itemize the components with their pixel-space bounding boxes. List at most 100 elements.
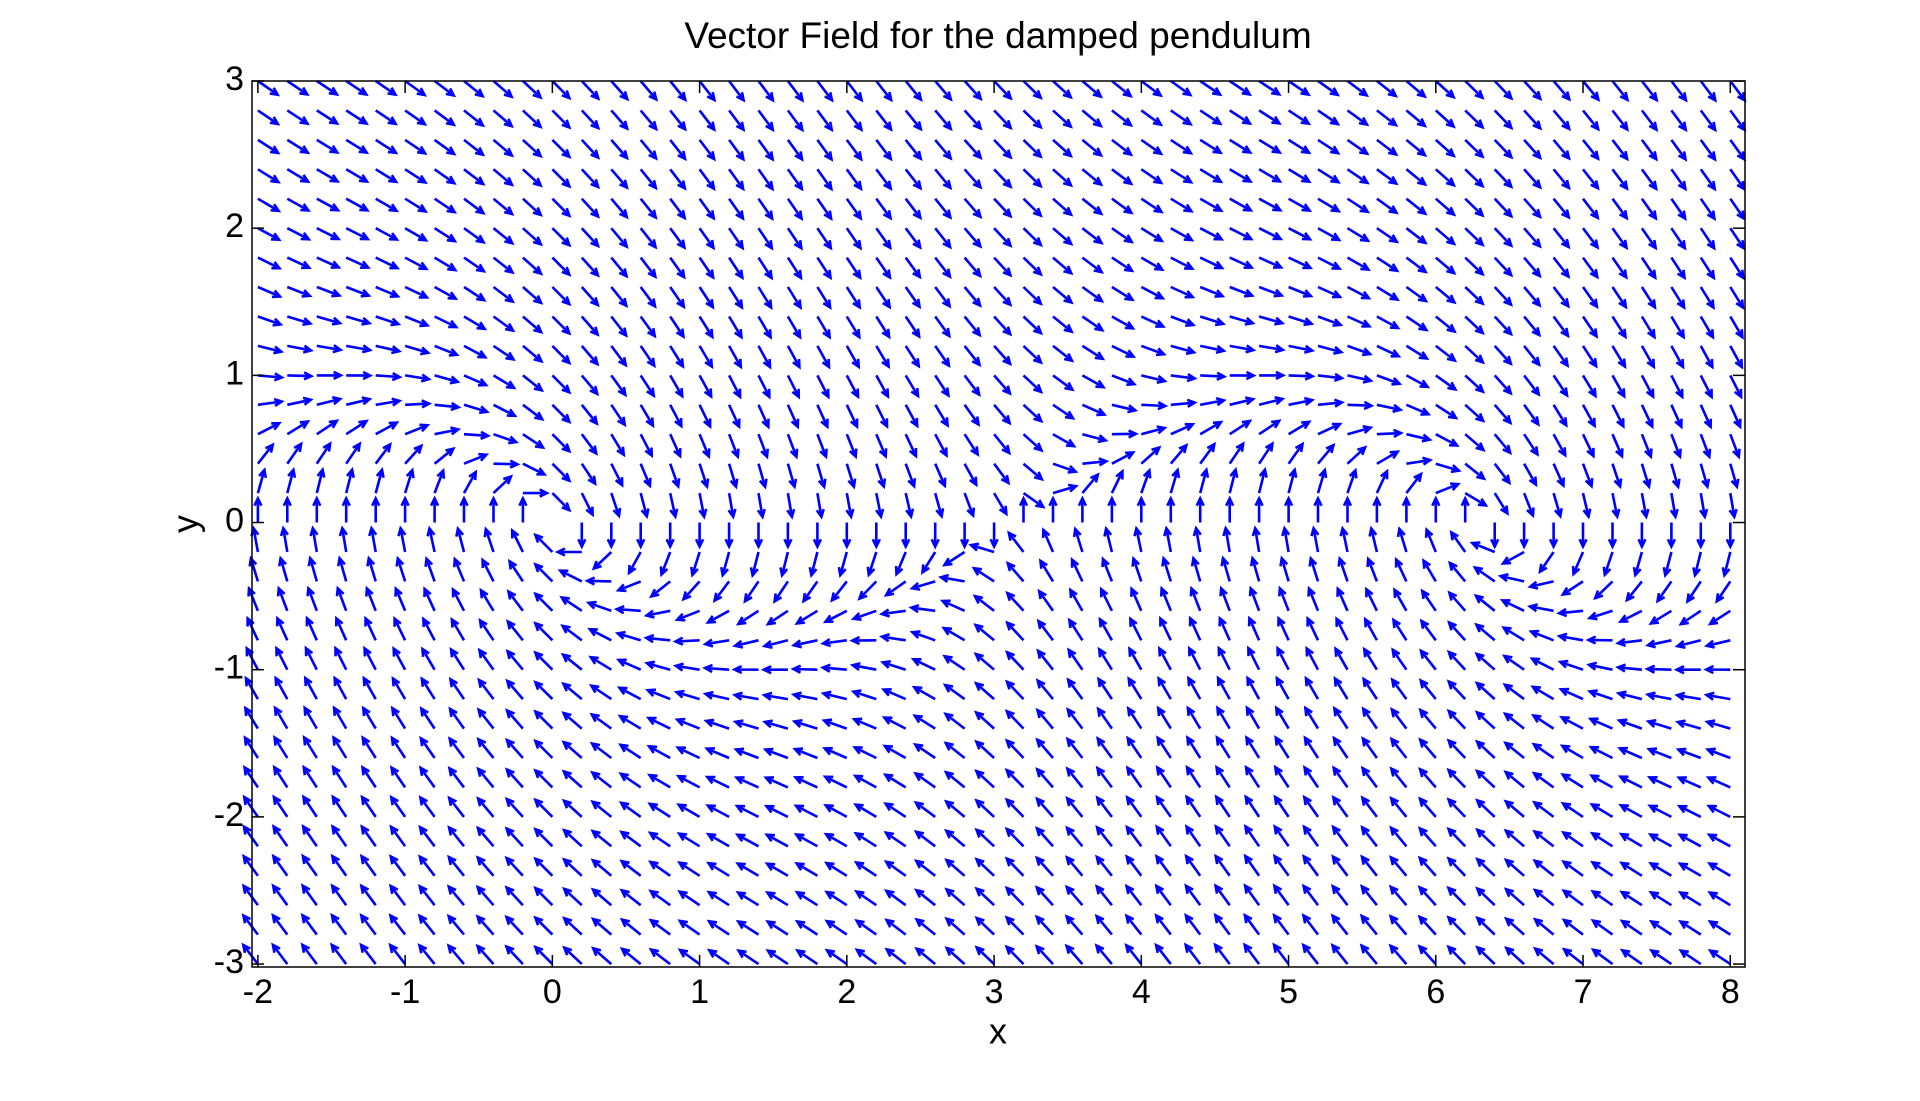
arrow [1170, 197, 1194, 213]
arrow [1317, 79, 1341, 97]
arrow [792, 747, 818, 760]
arrow [303, 675, 318, 700]
arrow [1434, 80, 1456, 100]
arrow [706, 948, 730, 966]
arrow [463, 168, 486, 186]
arrow [627, 551, 642, 576]
arrow [1376, 374, 1403, 386]
arrow [271, 824, 289, 848]
arrow [1331, 794, 1349, 818]
arrow [639, 492, 650, 520]
arrow [850, 689, 877, 701]
arrow [1611, 492, 1621, 520]
arrow [669, 168, 687, 191]
arrow [677, 861, 701, 877]
arrow [790, 639, 818, 649]
arrow [330, 883, 348, 906]
arrow [1081, 472, 1100, 494]
arrow [1360, 765, 1378, 789]
arrow [420, 676, 436, 700]
arrow [374, 442, 392, 465]
arrow [301, 853, 318, 877]
arrow [1493, 80, 1514, 101]
arrow [1184, 883, 1202, 906]
arrow [1670, 80, 1688, 103]
arrow [648, 889, 671, 907]
arrow [1405, 315, 1429, 332]
arrow [580, 109, 601, 131]
arrow [271, 883, 289, 906]
arrow [618, 772, 642, 789]
arrow [551, 227, 572, 248]
arrow [533, 709, 554, 730]
arrow [702, 638, 730, 648]
arrow [316, 285, 343, 298]
arrow [610, 374, 628, 398]
arrow [257, 168, 281, 184]
arrow [418, 795, 436, 818]
arrow [1649, 948, 1673, 966]
arrow [359, 883, 377, 906]
arrow [1729, 404, 1742, 430]
arrow [1405, 344, 1430, 361]
arrow [345, 344, 373, 354]
arrow [1258, 227, 1284, 241]
arrow [974, 827, 995, 848]
arrow [853, 803, 877, 819]
arrow [421, 646, 436, 671]
arrow [1523, 139, 1543, 161]
arrow [1301, 942, 1320, 965]
arrow [941, 550, 966, 567]
arrow [1096, 706, 1113, 730]
arrow [904, 433, 918, 459]
arrow [1493, 492, 1509, 516]
arrow [823, 832, 848, 848]
arrow [1435, 344, 1458, 363]
arrow [1166, 495, 1176, 523]
arrow [1707, 862, 1731, 877]
arrow [1317, 197, 1342, 213]
arrow [914, 917, 937, 936]
arrow [1155, 794, 1172, 818]
arrow [1390, 706, 1408, 730]
arrow [1336, 586, 1349, 612]
arrow [1501, 654, 1525, 671]
arrow [765, 609, 789, 626]
arrow [463, 227, 486, 244]
arrow [1041, 527, 1055, 553]
arrow [419, 735, 436, 759]
arrow [417, 883, 436, 907]
arrow [1140, 197, 1164, 214]
arrow [617, 714, 642, 730]
arrow [765, 919, 789, 936]
arrow [732, 639, 759, 649]
arrow [791, 719, 818, 730]
arrow [389, 765, 407, 789]
arrow [880, 688, 907, 701]
arrow [944, 858, 966, 877]
arrow [720, 551, 731, 578]
arrow [1632, 551, 1644, 578]
arrow [1446, 915, 1467, 936]
arrow [1640, 315, 1656, 340]
arrow [1127, 676, 1143, 700]
arrow [316, 227, 341, 241]
arrow [1376, 109, 1399, 127]
arrow [286, 227, 312, 241]
y-tick-label: -1 [214, 649, 244, 687]
arrow [904, 139, 923, 162]
arrow [1571, 551, 1585, 577]
arrow [731, 664, 759, 675]
arrow [824, 919, 848, 936]
arrow [1616, 718, 1643, 730]
arrow [395, 555, 407, 582]
arrow [1447, 620, 1467, 642]
arrow [279, 525, 289, 553]
arrow [728, 109, 746, 132]
x-tick-label: 6 [1426, 973, 1445, 1011]
arrow [1287, 168, 1312, 184]
arrow [1228, 419, 1253, 436]
arrow [1229, 315, 1256, 326]
arrow [316, 370, 344, 380]
